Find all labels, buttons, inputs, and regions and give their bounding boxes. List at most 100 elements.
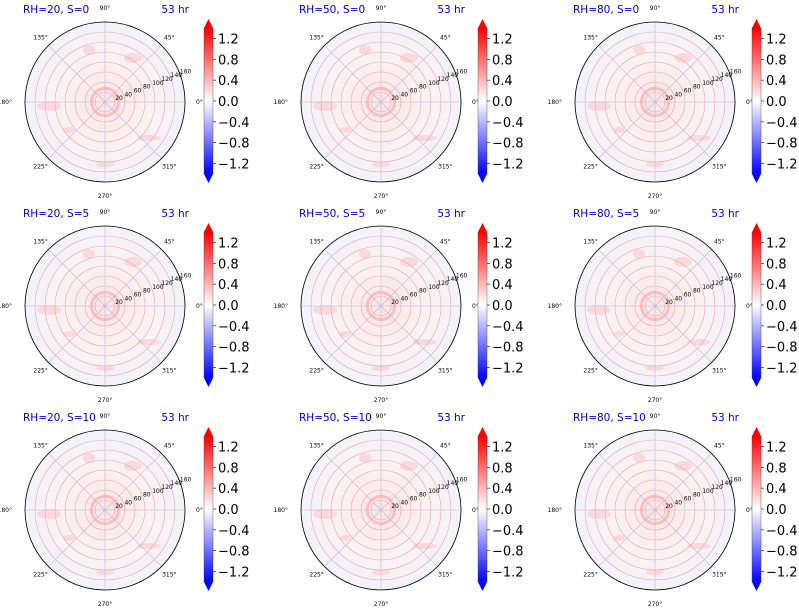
angular-gridline [654,249,712,307]
angular-gridline [380,453,438,511]
colorbar-tick-label: 0.4 [218,278,239,293]
angle-tick-label: 225° [309,367,323,374]
radial-tick-label: 40 [674,295,682,302]
field-patch [63,535,75,541]
radial-tick-label: 120 [711,484,723,491]
field-patch [63,331,75,337]
colorbar-tick-label: 1.2 [492,32,513,47]
colorbar-extend-bottom [478,174,487,183]
colorbar-fill [204,232,213,378]
field-patch [124,461,142,471]
colorbar-tick-label: 0.4 [766,482,787,497]
polar-frame [574,429,736,591]
angle-tick-label: 90° [650,5,661,12]
colorbar-fill [204,436,213,582]
polar-frame [24,429,186,591]
angle-tick-label: 45° [440,239,451,246]
colorbar-tick-label: −0.8 [492,341,524,356]
field-patch [37,101,61,111]
field-patch [359,45,371,55]
angle-tick-label: 135° [583,443,597,450]
colorbar-tick-label: 0.0 [218,299,239,314]
radial-tick-label: 140 [171,276,183,283]
radial-tick-label: 40 [400,295,408,302]
colorbar: 1.2 0.8 0.4 0.0 −0.4 −0.8 −1.2 [751,427,798,591]
radial-tick-label: 60 [684,292,692,299]
angle-tick-label: 90° [100,209,111,216]
field-patch [400,53,418,63]
colorbar-extend-top [204,223,213,232]
field-patch [339,127,351,133]
colorbar-tick-label: −0.4 [218,524,250,539]
colorbar: 1.2 0.8 0.4 0.0 −0.4 −0.8 −1.2 [477,223,524,387]
colorbar-tick-label: −0.8 [492,545,524,560]
radial-tick-label: 40 [124,91,132,98]
radial-tick-label: 160 [180,272,192,279]
colorbar-fill [752,28,761,174]
colorbar-fill [478,232,487,378]
panel-title: RH=20, S=0 [23,4,89,16]
colorbar-tick-label: −0.8 [218,341,250,356]
radial-tick-label: 140 [171,72,183,79]
radial-tick-label: 40 [124,499,132,506]
angle-tick-label: 315° [162,367,176,374]
colorbar-tick-label: 0.4 [218,482,239,497]
radial-tick-label: 60 [410,496,418,503]
polar-frame [24,21,186,183]
radial-tick-label: 60 [684,88,692,95]
radial-tick-label: 140 [721,480,733,487]
angle-tick-label: 90° [100,413,111,420]
field-patch [674,257,692,267]
field-patch [339,535,351,541]
colorbar-extend-bottom [752,582,761,591]
colorbar-extend-top [204,427,213,436]
angle-tick-label: 180° [274,507,288,514]
angle-tick-label: 90° [376,413,387,420]
colorbar-tick-label: −0.8 [766,137,798,152]
field-patch [413,543,437,549]
panel-time-label: 53 hr [437,4,465,16]
colorbar-tick-label: −1.2 [492,566,524,581]
angle-tick-label: 270° [374,193,388,200]
angular-gridline [598,249,656,307]
colorbar-tick-label: 0.4 [492,482,513,497]
angle-tick-label: 270° [648,193,662,200]
radial-tick-label: 60 [410,88,418,95]
colorbar-tick-label: −1.2 [218,566,250,581]
angle-tick-label: 135° [309,239,323,246]
angle-tick-label: 225° [309,163,323,170]
colorbar-tick-label: 0.8 [766,257,787,272]
field-patch [587,509,611,519]
radial-tick-label: 120 [437,280,449,287]
radial-tick-label: 40 [674,91,682,98]
angle-tick-label: 180° [548,507,562,514]
angle-tick-label: 180° [0,99,12,106]
angle-tick-label: 180° [548,99,562,106]
radial-tick-label: 80 [143,492,151,499]
field-patch [63,127,75,133]
colorbar-tick-label: 1.2 [492,440,513,455]
field-patch [687,135,711,141]
colorbar-tick-label: −1.2 [218,362,250,377]
angle-tick-label: 315° [438,163,452,170]
angle-tick-label: 315° [712,571,726,578]
radial-tick-label: 140 [447,480,459,487]
angular-gridline [324,453,382,511]
colorbar-tick-label: −1.2 [218,158,250,173]
angle-tick-label: 180° [274,99,288,106]
angle-tick-label: 270° [98,193,112,200]
colorbar: 1.2 0.8 0.4 0.0 −0.4 −0.8 −1.2 [477,19,524,183]
colorbar-fill [752,436,761,582]
field-patch [613,127,625,133]
radial-tick-label: 20 [665,95,673,102]
radial-tick-label: 60 [134,292,142,299]
colorbar-tick-label: 0.8 [492,461,513,476]
angle-tick-label: 315° [712,367,726,374]
field-patch [687,543,711,549]
angle-tick-label: 45° [164,35,175,42]
panel-time-label: 53 hr [161,4,189,16]
angle-tick-label: 0° [196,507,203,514]
